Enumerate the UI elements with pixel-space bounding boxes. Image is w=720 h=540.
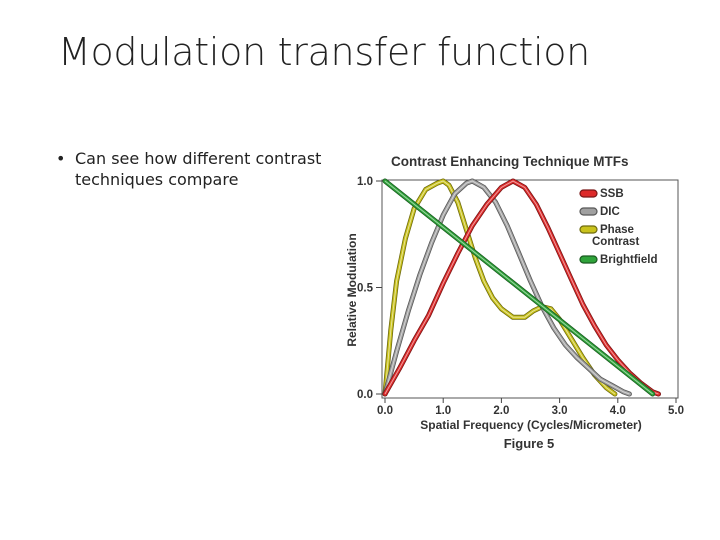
y-axis-label: Relative Modulation [345, 233, 359, 346]
x-tick-label: 1.0 [435, 405, 451, 417]
x-tick-label: 3.0 [552, 405, 568, 417]
series-brightfield-line [382, 178, 656, 397]
bullet-text: Can see how different contrast technique… [75, 149, 322, 189]
series-dic-line [382, 178, 632, 397]
legend-swatch [579, 207, 598, 216]
x-axis-label: Spatial Frequency (Cycles/Micrometer) [420, 418, 641, 432]
bullet-item: • Can see how different contrast techniq… [56, 148, 346, 190]
x-tick-label: 5.0 [668, 405, 684, 417]
x-tick-label: 2.0 [493, 405, 509, 417]
x-tick-label: 0.0 [377, 405, 393, 417]
chart-title: Contrast Enhancing Technique MTFs [391, 154, 629, 169]
x-tick-label: 4.0 [610, 405, 626, 417]
curves-group [382, 178, 661, 397]
series-ssb-line [382, 178, 661, 397]
legend-swatch [579, 255, 598, 264]
legend-item-dic: DIC [579, 206, 620, 218]
legend-item-brightfield: Brightfield [579, 254, 658, 266]
legend-label: Phase Contrast [592, 224, 639, 248]
legend-swatch [579, 189, 598, 198]
y-tick-label: 1.0 [357, 176, 373, 188]
legend-item-ssb: SSB [579, 188, 624, 200]
slide-title: Modulation transfer function [58, 30, 590, 74]
legend-label: Brightfield [600, 254, 658, 266]
mtf-chart: Contrast Enhancing Technique MTFs 0.0 1.0… [345, 154, 684, 451]
legend-label: DIC [600, 206, 620, 218]
legend-item-phase-contrast: Phase Contrast [579, 224, 639, 248]
figure-caption: Figure 5 [504, 436, 555, 451]
legend: SSB DIC Phase Contrast Brightfield [574, 186, 674, 270]
y-tick-label: 0.5 [357, 283, 374, 295]
legend-label: SSB [600, 188, 624, 200]
axes-group: 0.0 1.0 2.0 3.0 4.0 5.0 0.0 0.5 1.0 [357, 176, 684, 417]
bullet-marker: • [56, 149, 66, 168]
y-tick-label: 0.0 [357, 389, 373, 401]
legend-swatch [579, 225, 598, 234]
